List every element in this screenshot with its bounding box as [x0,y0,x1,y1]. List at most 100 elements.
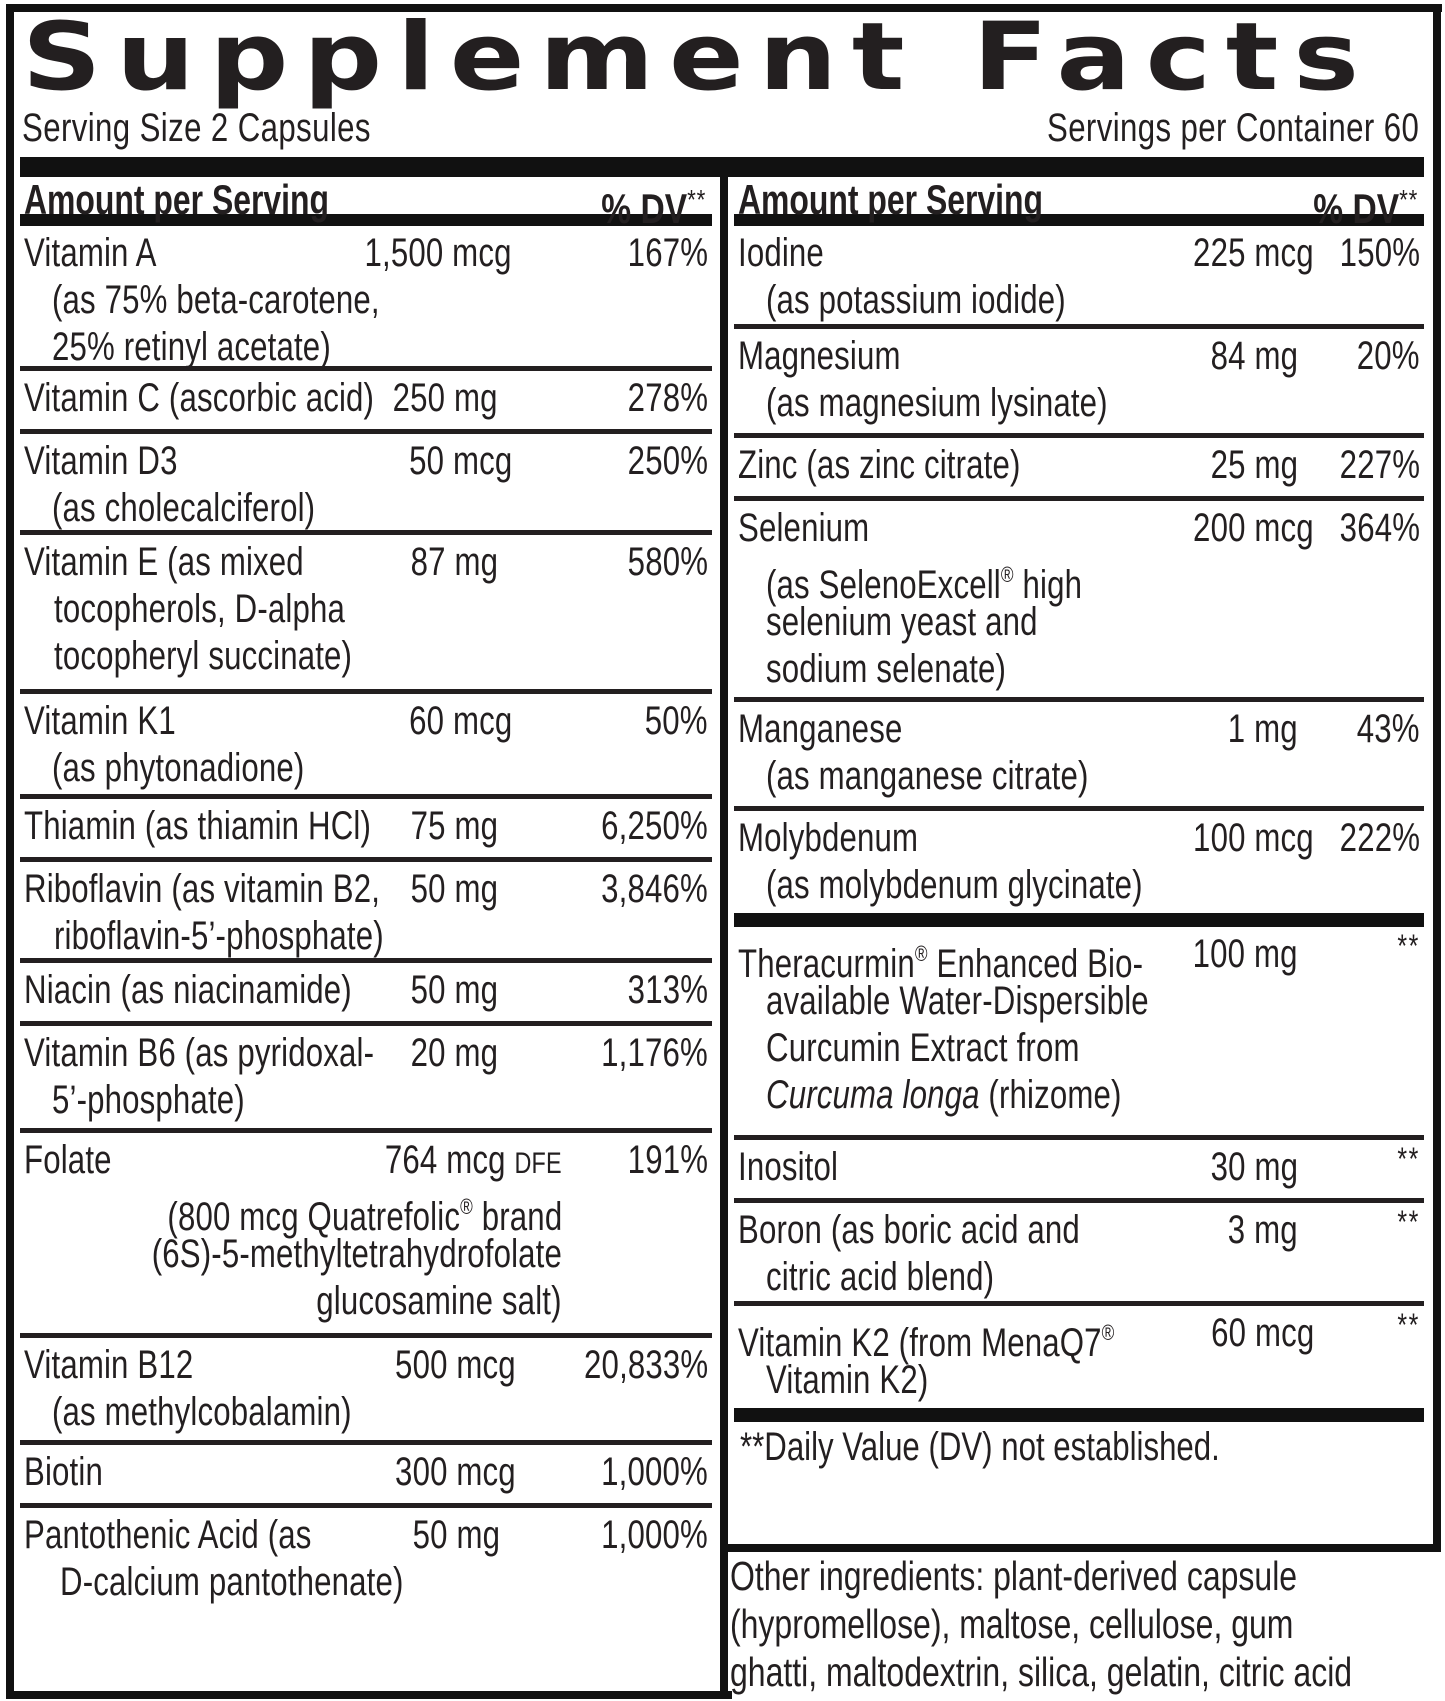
amount-value: 60 mcg [408,699,512,743]
nutrient-name: Iodine [738,231,824,275]
nutrient-row: Molybdenum 100 mcg 222% (as molybdenum glyc… [734,811,1424,927]
daily-value-percent: 3,846% [601,867,708,911]
nutrient-name: Boron (as boric acid and [738,1208,1080,1252]
amount-value: 25 mg [1210,443,1298,487]
nutrient-name: Pantothenic Acid (as [24,1513,312,1557]
nutrient-row: Vitamin A 1,500 mcg 167% (as 75% beta-carot… [20,226,712,371]
nutrient-source-detail: (as manganese citrate) [766,754,1089,798]
amount-value: 300 mcg [395,1450,516,1494]
amount-value: 100 mcg [1193,816,1314,860]
nutrient-row: Vitamin D3 50 mcg 250% (as cholecalciferol) [20,434,712,535]
daily-value-percent: ** [1397,1141,1420,1177]
daily-value-percent: 313% [627,968,708,1012]
nutrient-source-detail: citric acid blend) [766,1255,995,1299]
nutrient-source-detail: (as magnesium lysinate) [766,381,1108,425]
nutrient-amount: 300 mcg [395,1447,516,1497]
daily-value-percent: ** [1397,1307,1420,1343]
amount-value: 50 mg [410,968,498,1012]
nutrient-source-detail: available Water-Dispersible [766,979,1149,1023]
nutrient-source-detail: (as 75% beta-carotene, [52,278,380,322]
nutrient-name: Vitamin B6 (as pyridoxal- [24,1031,375,1075]
nutrient-name: Magnesium [738,334,901,378]
frame-right-border [1433,4,1441,1552]
nutrient-row: Manganese 1 mg 43% (as manganese citrate) [734,702,1424,811]
amount-value: 20 mg [410,1031,498,1075]
amount-value: 225 mcg [1193,231,1314,275]
other-ingredients-line: (hypromellose), maltose, cellulose, gum [730,1601,1294,1647]
nutrient-source-detail: Curcumin Extract from [766,1026,1080,1070]
nutrient-amount: 50 mg [411,864,498,914]
other-ingredients-line: ghatti, maltodextrin, silica, gelatin, c… [730,1649,1353,1695]
amount-value: 30 mg [1210,1145,1298,1189]
nutrient-name: Vitamin A [24,231,157,275]
nutrient-source-detail: D-calcium pantothenate) [60,1560,404,1604]
nutrient-name: Zinc (as zinc citrate) [738,443,1021,487]
daily-value-footnote: **Daily Value (DV) not established. [740,1425,1220,1469]
nutrient-name: Biotin [24,1450,103,1494]
nutrient-source-detail: tocopherols, D-alpha [54,587,346,631]
nutrient-source-detail: (6S)-5-methyltetrahydrofolate [151,1232,562,1276]
nutrient-row: Iodine 225 mcg 150% (as potassium iodide) [734,226,1424,329]
nutrient-name: Thiamin (as thiamin HCl) [24,804,372,848]
nutrient-source-detail: riboflavin-5’-phosphate) [54,914,384,958]
nutrient-amount: 1 mg [1228,704,1298,754]
nutrient-name: Vitamin B12 [24,1343,194,1387]
footnote-row: **Daily Value (DV) not established. [734,1422,1424,1482]
nutrient-amount: 225 mcg [1193,228,1314,278]
nutrient-row: Riboflavin (as vitamin B2, 50 mg 3,846% rib… [20,862,712,963]
nutrient-amount: 50 mg [411,965,498,1015]
nutrient-amount: 50 mcg [409,436,512,486]
nutrient-source-detail: 25% retinyl acetate) [52,325,331,369]
frame-left-border [6,4,14,1699]
other-ingredients: Other ingredients: plant-derived capsule… [730,1552,1432,1696]
header-divider-bar [20,157,1424,177]
amount-value: 50 mg [412,1513,500,1557]
nutrient-row: Zinc (as zinc citrate) 25 mg 227% [734,438,1424,501]
nutrient-source-detail: (800 mcg Quatrefolic® brand [167,1194,562,1239]
nutrient-name: Vitamin D3 [24,439,178,483]
amount-value: 1 mg [1228,707,1298,751]
daily-value-percent: ** [1397,928,1420,964]
nutrient-amount: 764 mcg DFE [385,1135,562,1189]
nutrient-amount: 20 mg [411,1028,498,1078]
nutrient-amount: 60 mcg [1211,1308,1314,1358]
nutrient-row: Vitamin K2 (from MenaQ7® 60 mcg ** Vitamin … [734,1306,1424,1422]
nutrient-row: Vitamin K1 60 mcg 50% (as phytonadione) [20,694,712,799]
amount-value: 50 mg [410,867,498,911]
nutrient-row: Niacin (as niacinamide) 50 mg 313% [20,963,712,1026]
frame-top-border [6,4,1442,12]
nutrient-amount: 1,500 mcg [365,228,512,278]
amount-value: 3 mg [1228,1208,1298,1252]
nutrient-name: Vitamin C (ascorbic acid) [24,376,375,420]
daily-value-percent: 6,250% [601,804,708,848]
amount-per-serving-header: Amount per Serving [24,176,330,223]
nutrient-source-detail: (as cholecalciferol) [52,486,316,530]
nutrient-amount: 250 mg [393,373,498,423]
other-ingredients-line: Other ingredients: plant-derived capsule [730,1553,1298,1599]
nutrient-name: Molybdenum [738,816,919,860]
daily-value-percent: 1,000% [601,1513,708,1557]
nutrient-amount: 100 mcg [1193,813,1314,863]
nutrient-row: Vitamin E (as mixed 87 mg 580% tocopherols,… [20,535,712,694]
nutrient-amount: 84 mg [1211,331,1298,381]
nutrient-row: Selenium 200 mcg 364% (as SelenoExcell® hig… [734,501,1424,702]
nutrient-amount: 25 mg [1211,440,1298,490]
nutrient-source-detail: tocopheryl succinate) [54,634,353,678]
nutrient-source-detail: (as potassium iodide) [766,278,1066,322]
amount-value: 87 mg [410,540,498,584]
nutrient-source-detail: glucosamine salt) [316,1279,562,1323]
right-nutrient-column: Amount per Serving % DV** Iodine 225 mcg 1… [734,176,1424,1482]
amount-unit-suffix: DFE [514,1147,562,1180]
nutrient-amount: 75 mg [411,801,498,851]
column-divider [720,160,728,1699]
nutrient-source-detail: selenium yeast and [766,600,1038,644]
nutrient-source-detail: (as SelenoExcell® high [766,562,1083,607]
nutrient-name: Vitamin K2 (from MenaQ7® [738,1320,1115,1365]
amount-value: 84 mg [1210,334,1298,378]
nutrient-source-detail: 5’-phosphate) [52,1078,245,1122]
right-box-bottom-border [720,1544,1441,1552]
nutrient-row: Vitamin B6 (as pyridoxal- 20 mg 1,176% 5’-p… [20,1026,712,1133]
amount-value: 250 mg [392,376,498,420]
daily-value-percent: 227% [1339,443,1420,487]
